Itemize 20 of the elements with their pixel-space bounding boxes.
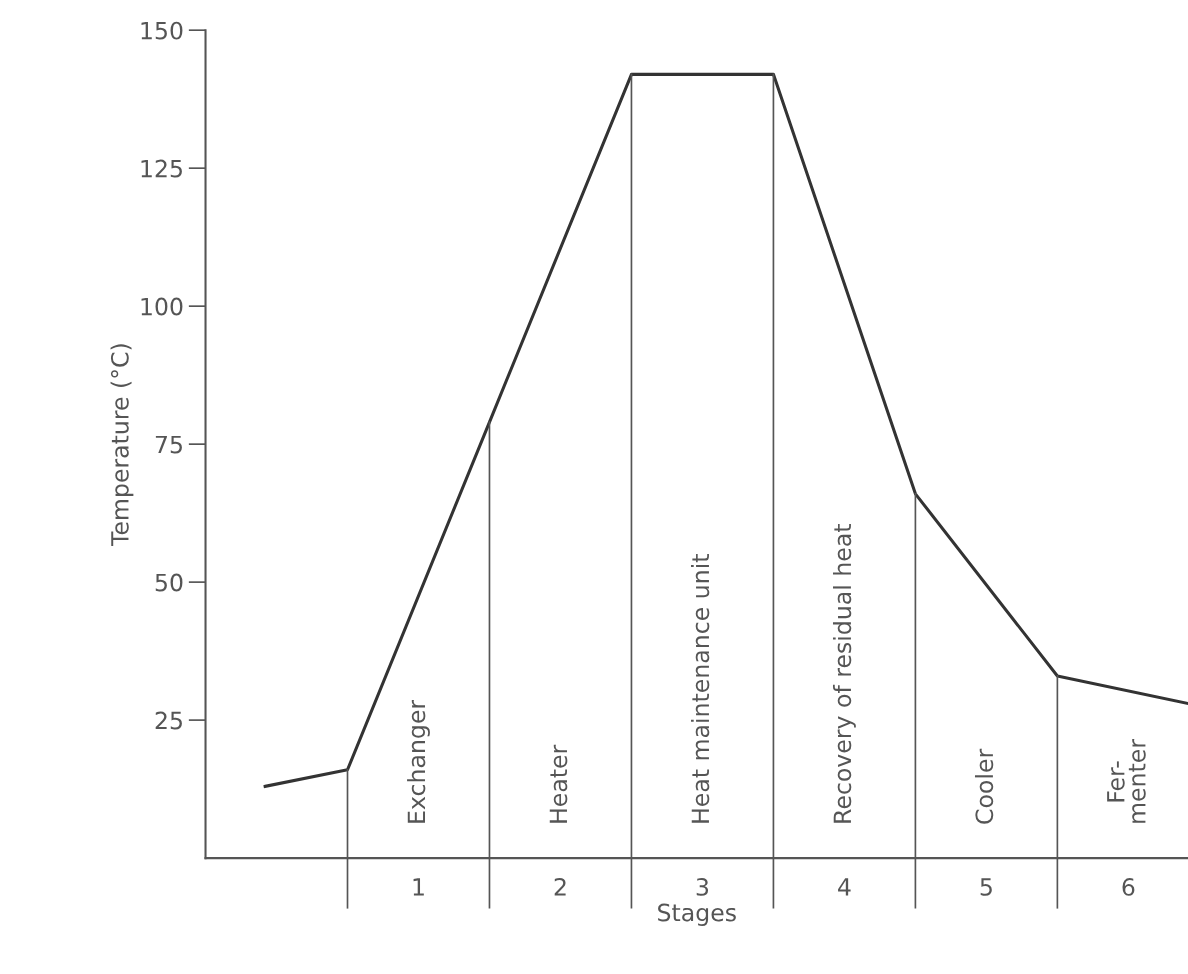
- y-tick-label: 25: [155, 711, 182, 730]
- y-tick-label: 100: [141, 297, 183, 316]
- y-tick-label: 50: [155, 573, 183, 592]
- annotation: Fer- menter: [1107, 739, 1146, 823]
- x-tick-label: 2: [554, 877, 566, 896]
- annotation: Exchanger: [407, 699, 430, 823]
- x-tick-label: 1: [413, 878, 424, 896]
- annotation: Heat maintenance unit: [691, 554, 710, 823]
- x-tick-label: 6: [1122, 877, 1135, 896]
- annotation: Recovery of residual heat: [832, 524, 856, 823]
- x-axis-title: Stages: [658, 903, 736, 927]
- annotation: Cooler: [974, 748, 994, 824]
- y-tick-label: 75: [155, 435, 182, 454]
- y-tick-label: 125: [141, 159, 182, 178]
- y-tick-label: 150: [141, 21, 183, 40]
- x-tick-label: 3: [696, 877, 709, 896]
- x-tick-label: 4: [838, 878, 851, 896]
- annotation: Heater: [549, 744, 568, 823]
- x-tick-label: 5: [980, 878, 992, 896]
- y-axis-title: Temperature (°C): [110, 344, 134, 547]
